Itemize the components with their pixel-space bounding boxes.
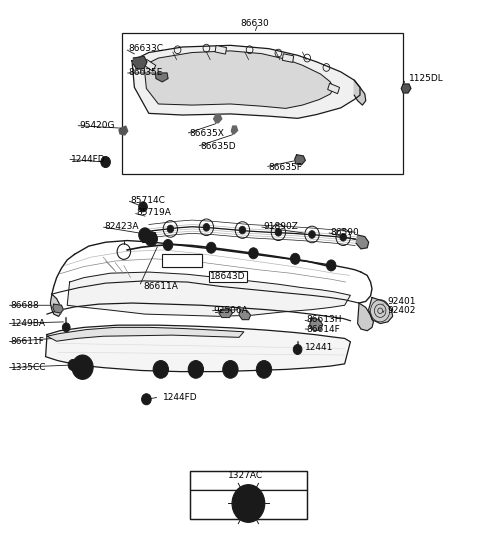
Circle shape — [62, 323, 70, 332]
Circle shape — [167, 225, 174, 233]
Bar — [215, 45, 227, 54]
Circle shape — [142, 394, 151, 405]
Text: 92506A: 92506A — [214, 306, 248, 315]
Text: 91890Z: 91890Z — [263, 222, 298, 231]
Circle shape — [72, 355, 93, 379]
Text: 1125DL: 1125DL — [409, 74, 444, 83]
Circle shape — [223, 361, 238, 378]
Text: 1327AC: 1327AC — [228, 471, 264, 480]
Text: 86635X: 86635X — [190, 129, 225, 138]
Circle shape — [290, 253, 300, 264]
Text: 86635D: 86635D — [201, 142, 236, 151]
Text: 1335CC: 1335CC — [11, 363, 46, 372]
Text: 18643D: 18643D — [210, 272, 246, 281]
Polygon shape — [401, 84, 411, 93]
Circle shape — [243, 497, 254, 510]
Circle shape — [188, 361, 204, 378]
Polygon shape — [46, 325, 350, 372]
Circle shape — [275, 228, 282, 236]
Polygon shape — [369, 298, 393, 324]
Text: 1244FD: 1244FD — [71, 155, 106, 164]
Polygon shape — [47, 327, 244, 341]
Text: 95420G: 95420G — [79, 121, 115, 130]
Text: 18643D: 18643D — [166, 257, 201, 265]
Polygon shape — [133, 56, 147, 69]
Text: 86614F: 86614F — [306, 325, 340, 333]
Polygon shape — [156, 73, 168, 82]
Polygon shape — [67, 272, 350, 316]
Circle shape — [203, 223, 210, 231]
Circle shape — [76, 359, 89, 375]
Polygon shape — [144, 51, 334, 108]
Circle shape — [139, 228, 151, 242]
Text: 92401: 92401 — [388, 297, 416, 306]
Text: 86635F: 86635F — [269, 163, 303, 171]
Polygon shape — [356, 235, 369, 249]
Circle shape — [68, 359, 78, 371]
Polygon shape — [50, 294, 61, 316]
Circle shape — [145, 232, 157, 246]
Circle shape — [340, 233, 347, 241]
Bar — [328, 84, 339, 93]
Polygon shape — [219, 309, 232, 317]
Bar — [190, 490, 307, 519]
Circle shape — [246, 500, 251, 506]
Bar — [144, 59, 156, 71]
Circle shape — [139, 202, 147, 212]
Bar — [122, 33, 403, 174]
Text: 86635E: 86635E — [129, 69, 163, 77]
Text: 86611F: 86611F — [11, 337, 45, 346]
Text: 86613H: 86613H — [306, 315, 342, 324]
Text: 1244FD: 1244FD — [163, 393, 198, 401]
Circle shape — [238, 491, 259, 515]
Circle shape — [163, 239, 173, 251]
Circle shape — [206, 242, 216, 253]
Circle shape — [232, 484, 265, 522]
Circle shape — [239, 226, 246, 234]
Polygon shape — [119, 126, 128, 135]
Text: 86611A: 86611A — [143, 282, 178, 291]
Polygon shape — [214, 114, 222, 123]
Text: 92402: 92402 — [388, 306, 416, 315]
Polygon shape — [132, 45, 360, 118]
Bar — [142, 232, 155, 242]
Text: 82423A: 82423A — [105, 222, 139, 231]
Circle shape — [101, 156, 110, 168]
Text: 1249BA: 1249BA — [11, 319, 46, 328]
Circle shape — [293, 345, 302, 354]
Polygon shape — [310, 318, 323, 331]
Polygon shape — [295, 155, 305, 165]
Text: 86590: 86590 — [330, 228, 359, 237]
Circle shape — [326, 260, 336, 271]
Text: 85719A: 85719A — [137, 208, 172, 217]
Circle shape — [249, 248, 258, 259]
Text: 86633C: 86633C — [129, 44, 164, 53]
Polygon shape — [231, 126, 238, 134]
Circle shape — [309, 231, 315, 238]
Text: 86630: 86630 — [240, 19, 269, 28]
Polygon shape — [239, 310, 251, 320]
Circle shape — [153, 361, 168, 378]
Text: 12441: 12441 — [305, 343, 333, 352]
Text: 85714C: 85714C — [131, 196, 166, 205]
Bar — [190, 471, 307, 519]
Polygon shape — [358, 303, 373, 331]
Bar — [190, 471, 307, 490]
Bar — [282, 54, 294, 62]
Polygon shape — [354, 80, 366, 105]
Polygon shape — [53, 304, 63, 313]
Bar — [162, 254, 202, 267]
Circle shape — [256, 361, 272, 378]
Text: 86688: 86688 — [11, 301, 39, 310]
